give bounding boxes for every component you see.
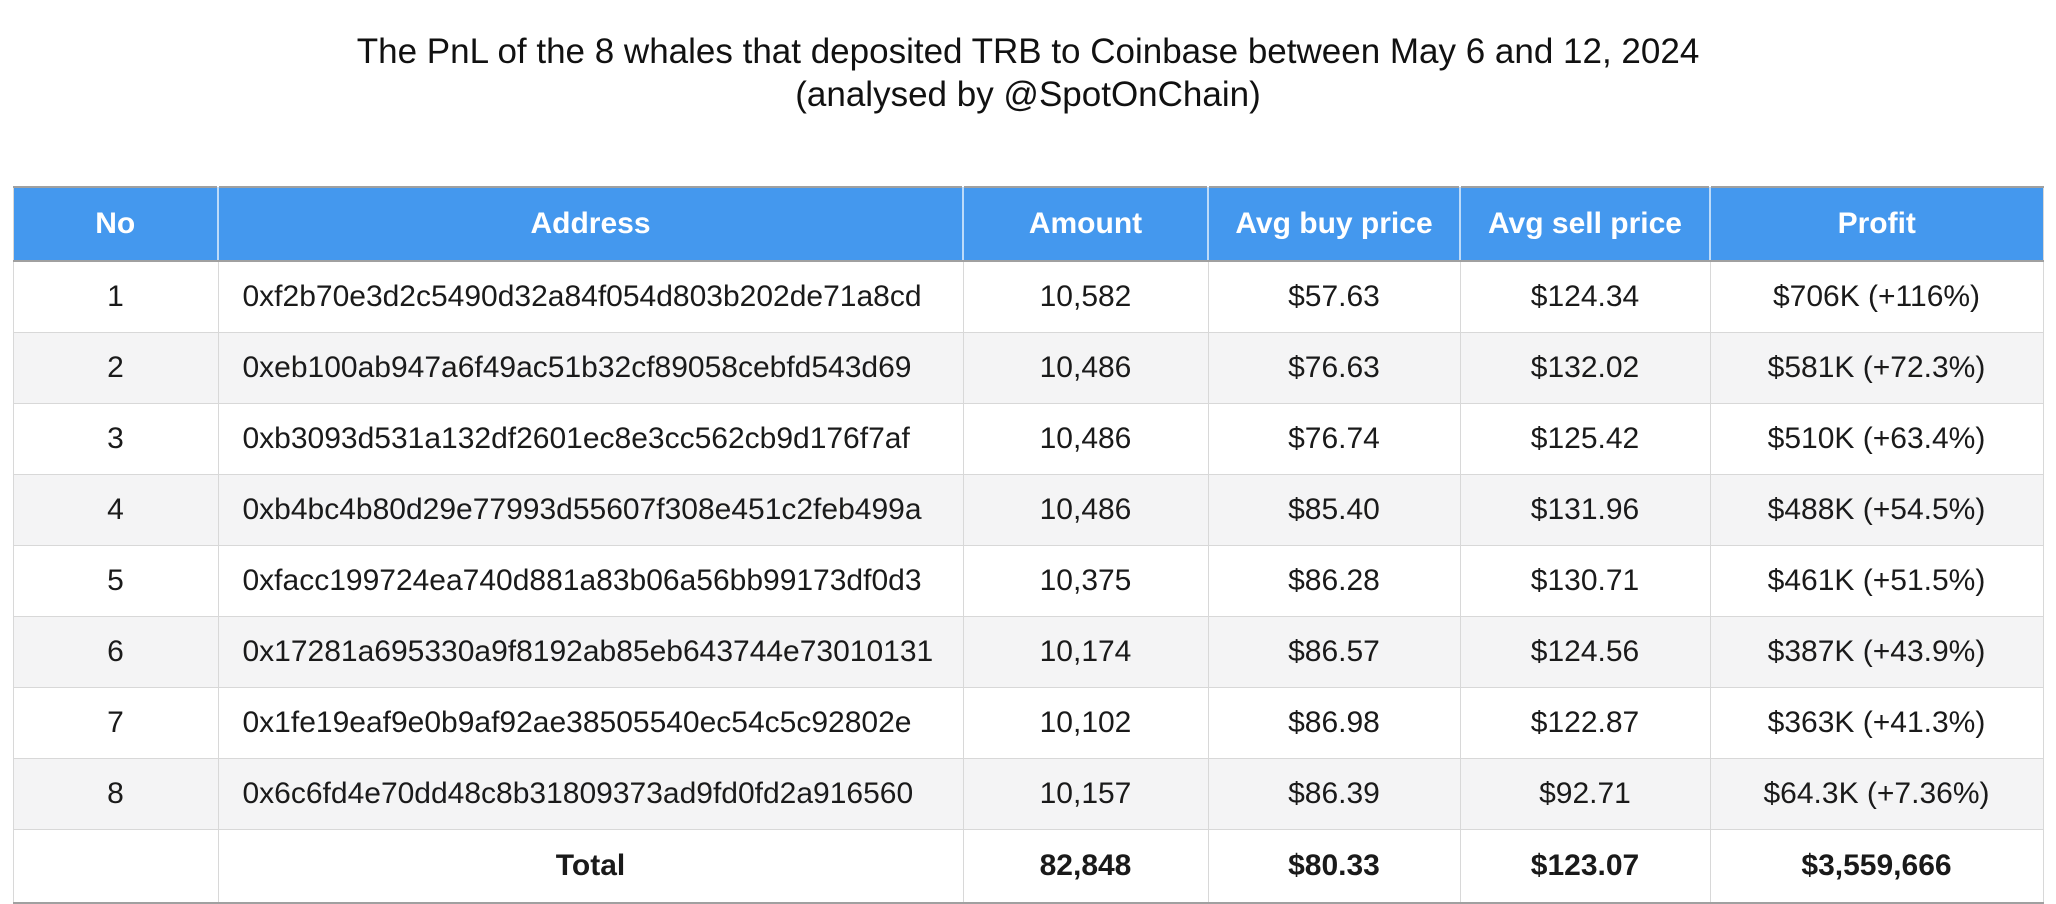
cell-avg-buy-price: $57.63 (1207, 260, 1461, 333)
column-header-profit: Profit (1709, 187, 2043, 262)
title-line-2: (analysed by @SpotOnChain) (795, 75, 1261, 114)
chart-title: The PnL of the 8 whales that deposited T… (0, 0, 2056, 116)
total-amount: 82,848 (962, 829, 1209, 904)
total-empty-cell (12, 829, 219, 904)
cell-profit: $510K (+63.4%) (1709, 403, 2044, 475)
cell-amount: 10,486 (962, 474, 1209, 546)
cell-no: 1 (12, 260, 219, 333)
title-line-1: The PnL of the 8 whales that deposited T… (356, 32, 1700, 71)
cell-avg-buy-price: $86.57 (1207, 616, 1461, 688)
cell-profit: $461K (+51.5%) (1709, 545, 2044, 617)
cell-amount: 10,157 (962, 758, 1209, 830)
table-header: No Address Amount Avg buy price Avg sell… (13, 187, 2043, 262)
cell-avg-sell-price: $122.87 (1459, 687, 1711, 759)
cell-avg-sell-price: $131.96 (1459, 474, 1711, 546)
cell-profit: $64.3K (+7.36%) (1709, 758, 2044, 830)
cell-address: 0x1fe19eaf9e0b9af92ae38505540ec54c5c9280… (217, 687, 964, 759)
column-header-amount: Amount (962, 187, 1208, 262)
cell-no: 2 (12, 332, 219, 404)
cell-address: 0xf2b70e3d2c5490d32a84f054d803b202de71a8… (217, 260, 964, 333)
table-row: 3 0xb3093d531a132df2601ec8e3cc562cb9d176… (12, 403, 2044, 475)
table-row: 4 0xb4bc4b80d29e77993d55607f308e451c2feb… (12, 474, 2044, 546)
cell-avg-sell-price: $124.56 (1459, 616, 1711, 688)
cell-avg-buy-price: $86.28 (1207, 545, 1461, 617)
column-header-avg-buy-price: Avg buy price (1207, 187, 1460, 262)
pnl-table: No Address Amount Avg buy price Avg sell… (12, 186, 2044, 904)
cell-amount: 10,375 (962, 545, 1209, 617)
total-avg-buy-price: $80.33 (1207, 829, 1461, 904)
cell-avg-sell-price: $132.02 (1459, 332, 1711, 404)
cell-avg-buy-price: $76.74 (1207, 403, 1461, 475)
total-profit: $3,559,666 (1709, 829, 2044, 904)
table-row: 2 0xeb100ab947a6f49ac51b32cf89058cebfd54… (12, 332, 2044, 404)
cell-amount: 10,102 (962, 687, 1209, 759)
cell-amount: 10,486 (962, 403, 1209, 475)
cell-amount: 10,582 (962, 260, 1209, 333)
cell-avg-buy-price: $86.98 (1207, 687, 1461, 759)
table-row: 5 0xfacc199724ea740d881a83b06a56bb99173d… (12, 545, 2044, 617)
cell-avg-buy-price: $76.63 (1207, 332, 1461, 404)
cell-avg-buy-price: $85.40 (1207, 474, 1461, 546)
column-header-avg-sell-price: Avg sell price (1459, 187, 1710, 262)
cell-address: 0xfacc199724ea740d881a83b06a56bb99173df0… (217, 545, 964, 617)
table-row: 1 0xf2b70e3d2c5490d32a84f054d803b202de71… (12, 260, 2044, 333)
cell-avg-sell-price: $130.71 (1459, 545, 1711, 617)
cell-address: 0xb4bc4b80d29e77993d55607f308e451c2feb49… (217, 474, 964, 546)
header-row: No Address Amount Avg buy price Avg sell… (13, 187, 2043, 262)
cell-avg-buy-price: $86.39 (1207, 758, 1461, 830)
table-row: 7 0x1fe19eaf9e0b9af92ae38505540ec54c5c92… (12, 687, 2044, 759)
table-row: 6 0x17281a695330a9f8192ab85eb643744e7301… (12, 616, 2044, 688)
cell-no: 7 (12, 687, 219, 759)
cell-no: 6 (12, 616, 219, 688)
cell-address: 0xb3093d531a132df2601ec8e3cc562cb9d176f7… (217, 403, 964, 475)
cell-profit: $581K (+72.3%) (1709, 332, 2044, 404)
cell-profit: $363K (+41.3%) (1709, 687, 2044, 759)
total-avg-sell-price: $123.07 (1459, 829, 1711, 904)
table-row: 8 0x6c6fd4e70dd48c8b31809373ad9fd0fd2a91… (12, 758, 2044, 830)
cell-profit: $387K (+43.9%) (1709, 616, 2044, 688)
cell-profit: $488K (+54.5%) (1709, 474, 2044, 546)
table-body: 1 0xf2b70e3d2c5490d32a84f054d803b202de71… (12, 260, 2044, 830)
column-header-address: Address (217, 187, 963, 262)
cell-address: 0xeb100ab947a6f49ac51b32cf89058cebfd543d… (217, 332, 964, 404)
column-header-no: No (13, 187, 218, 262)
cell-no: 5 (12, 545, 219, 617)
total-row: Total 82,848 $80.33 $123.07 $3,559,666 (12, 829, 2044, 904)
cell-amount: 10,486 (962, 332, 1209, 404)
table-footer: Total 82,848 $80.33 $123.07 $3,559,666 (12, 829, 2044, 904)
cell-no: 3 (12, 403, 219, 475)
cell-amount: 10,174 (962, 616, 1209, 688)
cell-no: 4 (12, 474, 219, 546)
cell-profit: $706K (+116%) (1709, 260, 2044, 333)
cell-avg-sell-price: $125.42 (1459, 403, 1711, 475)
cell-address: 0x6c6fd4e70dd48c8b31809373ad9fd0fd2a9165… (217, 758, 964, 830)
cell-address: 0x17281a695330a9f8192ab85eb643744e730101… (217, 616, 964, 688)
cell-avg-sell-price: $124.34 (1459, 260, 1711, 333)
cell-no: 8 (12, 758, 219, 830)
cell-avg-sell-price: $92.71 (1459, 758, 1711, 830)
